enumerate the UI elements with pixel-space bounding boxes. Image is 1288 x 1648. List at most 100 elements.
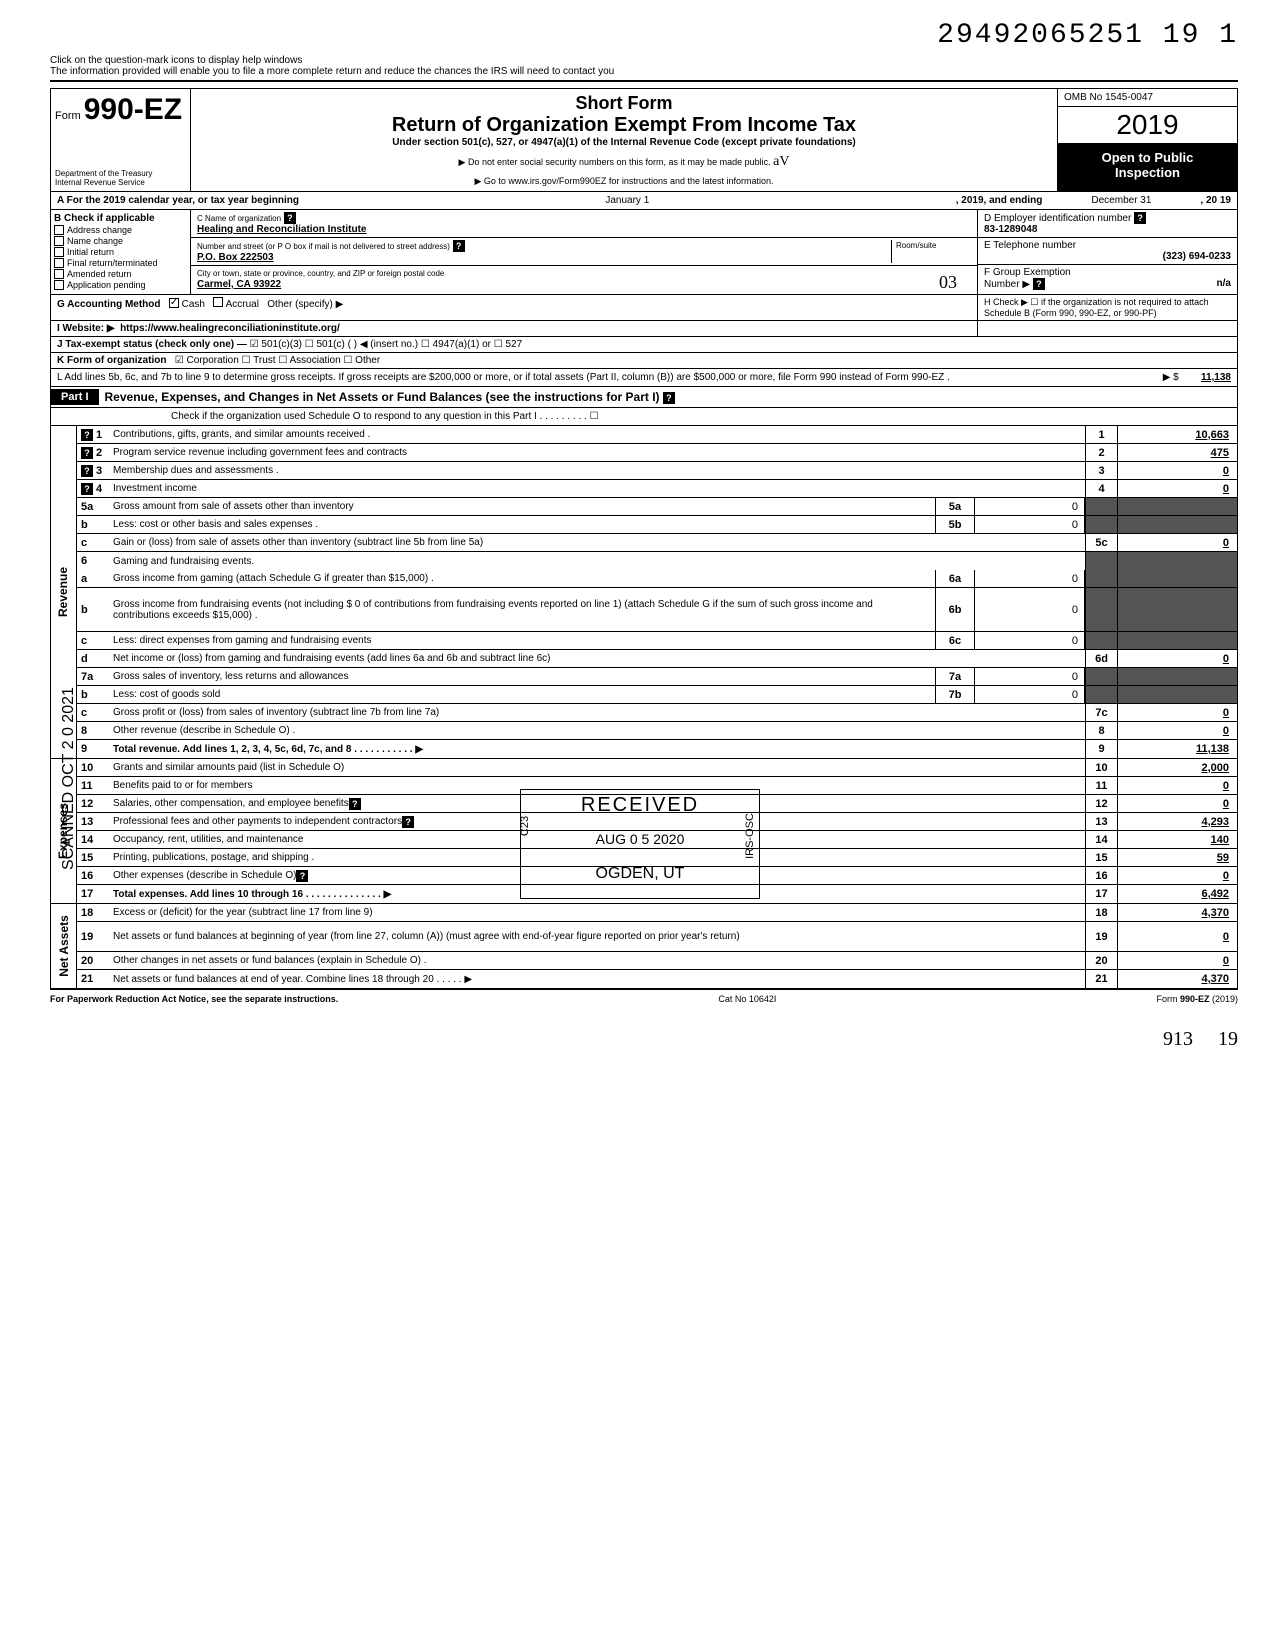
grey-cell <box>1085 552 1117 570</box>
line-desc: Gross income from gaming (attach Schedul… <box>109 570 935 587</box>
help-icon[interactable]: ? <box>81 465 93 477</box>
line-val: 0 <box>1117 462 1237 479</box>
line-val: 0 <box>1117 922 1237 951</box>
line-desc: Professional fees and other payments to … <box>109 813 1085 830</box>
grey-cell <box>1117 588 1237 631</box>
line-num: 4 <box>96 483 102 495</box>
line-desc: Printing, publications, postage, and shi… <box>109 849 1085 866</box>
line-val: 59 <box>1117 849 1237 866</box>
other-label: Other (specify) ▶ <box>267 299 343 310</box>
line-rnum: 3 <box>1085 462 1117 479</box>
line-a-prefix: A For the 2019 calendar year, or tax yea… <box>57 195 299 206</box>
line-num: c <box>77 534 109 551</box>
checkbox-name-change[interactable]: Name change <box>54 236 187 246</box>
line-num: 11 <box>77 777 109 794</box>
ein-cell: D Employer identification number ? 83-12… <box>978 210 1237 238</box>
line-a-end: December 31 <box>1046 195 1196 206</box>
open2: Inspection <box>1115 165 1180 180</box>
line-val: 4,293 <box>1117 813 1237 830</box>
line-val: 140 <box>1117 831 1237 848</box>
help-icon[interactable]: ? <box>663 392 675 404</box>
phone-val: (323) 694-0233 <box>1163 251 1231 262</box>
help-icon[interactable]: ? <box>1033 278 1045 290</box>
form-prefix: Form <box>55 110 81 122</box>
help-icon[interactable]: ? <box>1134 212 1146 224</box>
help-icon[interactable]: ? <box>284 212 296 224</box>
line-l: L Add lines 5b, 6c, and 7b to line 9 to … <box>50 369 1238 387</box>
line-desc: Gross income from fundraising events (no… <box>109 588 935 631</box>
checkbox-initial-return[interactable]: Initial return <box>54 247 187 257</box>
line-rnum: 6d <box>1085 650 1117 667</box>
line-desc: Contributions, gifts, grants, and simila… <box>109 426 1085 443</box>
grey-cell <box>1117 686 1237 703</box>
col-b-header: B Check if applicable <box>54 213 187 224</box>
phone-cell: E Telephone number (323) 694-0233 <box>978 238 1237 265</box>
help-icon[interactable]: ? <box>81 483 93 495</box>
checkbox-address-change[interactable]: Address change <box>54 225 187 235</box>
row-h: H Check ▶ ☐ if the organization is not r… <box>977 295 1237 320</box>
line-desc: Other changes in net assets or fund bala… <box>109 952 1085 969</box>
header-right: OMB No 1545-0047 2019 Open to Public Ins… <box>1057 89 1237 191</box>
part-1-label: Part I <box>51 389 99 405</box>
help-icon[interactable]: ? <box>402 816 414 828</box>
line-desc: Gross profit or (loss) from sales of inv… <box>109 704 1085 721</box>
line-num: d <box>77 650 109 667</box>
document-id: 29492065251 19 1 <box>50 20 1238 51</box>
phone-label: E Telephone number <box>984 240 1076 251</box>
form-title: Return of Organization Exempt From Incom… <box>197 114 1051 137</box>
website-val: https://www.healingreconciliationinstitu… <box>120 323 340 334</box>
line-rnum: 20 <box>1085 952 1117 969</box>
checkbox-amended[interactable]: Amended return <box>54 269 187 279</box>
line-num: 7a <box>77 668 109 685</box>
line-midnum: 7a <box>935 668 975 685</box>
revenue-side-label: Revenue <box>51 426 77 758</box>
netassets-section: Net Assets 18Excess or (deficit) for the… <box>50 904 1238 989</box>
line-num: 6 <box>77 552 109 570</box>
org-name-label: C Name of organization <box>197 214 281 223</box>
line-desc: Less: cost of goods sold <box>109 686 935 703</box>
checkbox-pending[interactable]: Application pending <box>54 280 187 290</box>
cash-label: Cash <box>182 299 205 310</box>
name-change-label: Name change <box>67 236 123 246</box>
line-rnum: 1 <box>1085 426 1117 443</box>
line-num: 16 <box>77 867 109 884</box>
street-val: P.O. Box 222503 <box>197 252 274 263</box>
open-public: Open to Public Inspection <box>1058 144 1237 191</box>
grey-cell <box>1085 498 1117 515</box>
city-val: Carmel, CA 93922 <box>197 279 281 290</box>
line-l-arrow: ▶ $ <box>1163 372 1179 383</box>
line-num: 20 <box>77 952 109 969</box>
ssn-note: ▶ Do not enter social security numbers o… <box>197 154 1051 170</box>
line-num: b <box>77 588 109 631</box>
handwritten-footer: 913 19 <box>50 1028 1238 1051</box>
line-val: 0 <box>1117 795 1237 812</box>
initial-return-label: Initial return <box>67 247 114 257</box>
line-midnum: 6b <box>935 588 975 631</box>
help-icon[interactable]: ? <box>453 240 465 252</box>
line-num: 5a <box>77 498 109 515</box>
line-val: 0 <box>1117 650 1237 667</box>
help-icon[interactable]: ? <box>81 429 93 441</box>
line-rnum: 21 <box>1085 970 1117 988</box>
street-label: Number and street (or P O box if mail is… <box>197 242 450 251</box>
city-cell: City or town, state or province, country… <box>191 266 977 292</box>
handwritten-03: 03 <box>939 272 957 293</box>
col-de: D Employer identification number ? 83-12… <box>977 210 1237 294</box>
checkbox-accrual[interactable] <box>213 297 223 307</box>
top-note-1: Click on the question-mark icons to disp… <box>50 55 302 66</box>
help-icon[interactable]: ? <box>81 447 93 459</box>
checkbox-final-return[interactable]: Final return/terminated <box>54 258 187 268</box>
col-c: C Name of organization ? Healing and Rec… <box>191 210 977 294</box>
help-icon[interactable]: ? <box>349 798 361 810</box>
line-desc: Grants and similar amounts paid (list in… <box>109 759 1085 776</box>
checkbox-cash[interactable] <box>169 298 179 308</box>
hand-19: 19 <box>1218 1028 1238 1050</box>
line-val: 0 <box>1117 534 1237 551</box>
line-val: 10,663 <box>1117 426 1237 443</box>
hand-913: 913 <box>1163 1028 1193 1050</box>
help-icon[interactable]: ? <box>296 870 308 882</box>
grey-cell <box>1085 516 1117 533</box>
group-val: n/a <box>1217 278 1231 289</box>
line-midnum: 5b <box>935 516 975 533</box>
grey-cell <box>1085 668 1117 685</box>
